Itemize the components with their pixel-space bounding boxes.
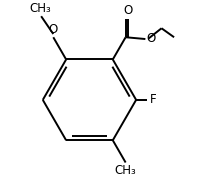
Text: CH₃: CH₃ [115,164,137,177]
Text: O: O [146,32,156,45]
Text: O: O [49,23,58,36]
Text: F: F [150,93,156,106]
Text: O: O [124,5,133,18]
Text: CH₃: CH₃ [29,2,51,15]
